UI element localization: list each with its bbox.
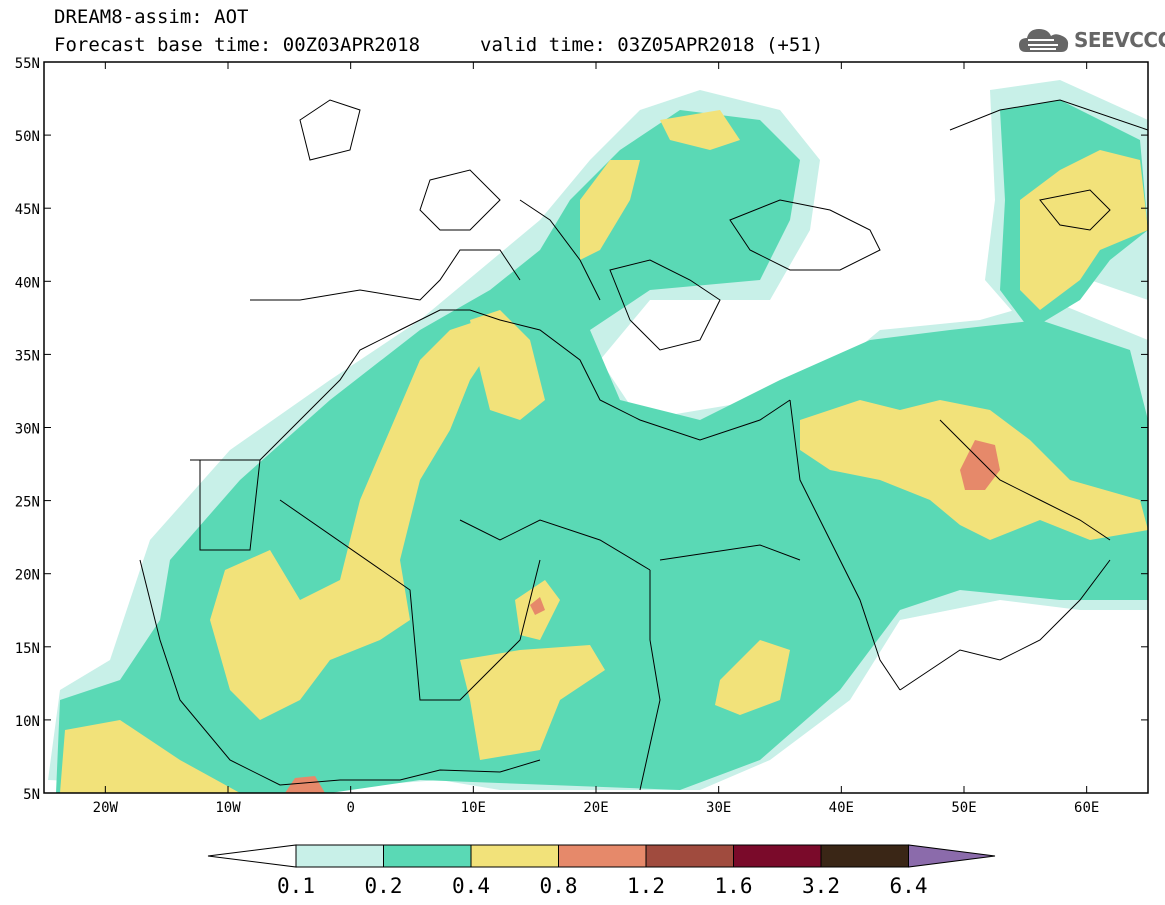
- lon-tick-label: 60E: [1074, 800, 1099, 816]
- lon-tick-label: 10W: [215, 800, 241, 816]
- aot-band-0.4: [1020, 150, 1148, 310]
- aot-band-0.4: [715, 640, 790, 715]
- colorbar-label: 3.2: [802, 874, 840, 898]
- aot-band-0.4: [460, 645, 605, 760]
- lon-tick-label: 50E: [951, 800, 976, 816]
- lat-tick-label: 30N: [15, 422, 40, 438]
- lon-tick-label: 20W: [93, 800, 119, 816]
- colorbar-segment: [295, 844, 384, 868]
- longitude-axis: 20W 10W 0 10E 20E 30E 40E 50E 60E: [93, 62, 1099, 816]
- lat-tick-label: 20N: [15, 568, 40, 584]
- lon-tick-label: 20E: [583, 800, 608, 816]
- colorbar-label: 6.4: [890, 874, 928, 898]
- aot-band-0.4: [60, 720, 240, 793]
- colorbar-segment: [383, 844, 472, 868]
- cloud-icon: [1019, 29, 1069, 52]
- lat-tick-label: 50N: [15, 129, 40, 145]
- lon-tick-label: 30E: [706, 800, 731, 816]
- coastlines: [139, 99, 1148, 791]
- map-title: DREAM8-assim: AOT: [54, 6, 249, 28]
- valid-time: valid time: 03Z05APR2018 (+51): [480, 34, 824, 56]
- colorbar-low-arrow: [207, 844, 297, 868]
- colorbar-segment: [558, 844, 647, 868]
- forecast-base-time: Forecast base time: 00Z03APR2018: [54, 34, 421, 56]
- lat-tick-label: 10N: [15, 714, 40, 730]
- aot-band-0.8: [960, 440, 1000, 490]
- lat-tick-label: 35N: [15, 348, 40, 364]
- colorbar-segment: [733, 844, 822, 868]
- lon-tick-label: 0: [346, 800, 354, 816]
- colorbar-segment: [470, 844, 559, 868]
- lat-tick-label: 5N: [23, 787, 40, 803]
- colorbar: 0.1 0.2 0.4 0.8 1.2 1.6 3.2 6.4: [207, 844, 996, 898]
- lat-tick-label: 40N: [15, 275, 40, 291]
- aot-band-0.8: [285, 776, 325, 793]
- lat-tick-label: 45N: [15, 202, 40, 218]
- aot-band-0.4: [660, 110, 740, 150]
- colorbar-segment: [645, 844, 734, 868]
- colorbar-label: 1.6: [715, 874, 753, 898]
- lon-tick-label: 40E: [829, 800, 854, 816]
- seevccc-logo: SEEVCCC: [1018, 24, 1165, 56]
- lat-tick-label: 25N: [15, 495, 40, 511]
- lat-tick-label: 15N: [15, 641, 40, 657]
- aot-band-0.4: [210, 320, 490, 720]
- latitude-axis: 55N 50N 45N 40N 35N 30N 25N 20N 15N 10N 5N: [15, 56, 1148, 803]
- aot-band-0.8: [530, 597, 545, 615]
- lat-tick-label: 55N: [15, 56, 40, 72]
- colorbar-high-arrow: [908, 844, 996, 868]
- colorbar-label: 0.8: [540, 874, 578, 898]
- lon-tick-label: 10E: [461, 800, 486, 816]
- colorbar-segment: [820, 844, 909, 868]
- colorbar-label: 0.4: [452, 874, 490, 898]
- colorbar-label: 0.1: [277, 874, 315, 898]
- colorbar-label: 0.2: [365, 874, 403, 898]
- colorbar-label: 1.2: [627, 874, 665, 898]
- logo-text: SEEVCCC: [1074, 28, 1165, 52]
- aot-band-0.4: [580, 160, 640, 260]
- aot-band-0.4: [470, 310, 545, 420]
